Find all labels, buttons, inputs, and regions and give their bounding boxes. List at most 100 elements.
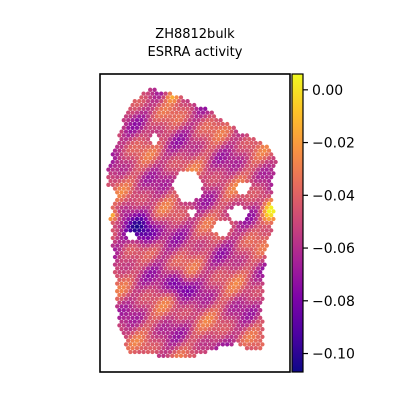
- tissue-spot: [176, 197, 181, 203]
- tissue-spot: [253, 270, 258, 275]
- tissue-spot: [167, 327, 173, 332]
- tissue-spot: [225, 334, 230, 339]
- tissue-spot: [218, 323, 223, 328]
- tissue-spot: [117, 209, 122, 214]
- tissue-spot: [258, 148, 263, 153]
- tissue-spot: [163, 91, 168, 96]
- tissue-spot: [170, 140, 175, 146]
- tissue-spot: [258, 270, 263, 275]
- tissue-spot: [152, 285, 157, 290]
- tissue-spot: [181, 289, 186, 294]
- tissue-spot: [225, 197, 230, 203]
- tissue-spot: [205, 300, 210, 305]
- tissue-spot: [126, 300, 131, 305]
- tissue-spot: [231, 285, 236, 290]
- tissue-spot: [236, 163, 241, 168]
- tissue-spot: [112, 216, 118, 222]
- tissue-spot: [183, 277, 188, 282]
- tissue-spot: [137, 182, 142, 187]
- tissue-spot: [207, 175, 212, 180]
- tissue-spot: [189, 235, 195, 241]
- tissue-spot: [222, 239, 228, 244]
- tissue-spot: [244, 300, 250, 305]
- tissue-spot: [203, 213, 208, 218]
- tissue-spot: [200, 247, 206, 252]
- tissue-spot: [205, 178, 210, 184]
- tissue-spot: [231, 254, 236, 260]
- tissue-spot: [132, 213, 137, 218]
- tissue-spot: [128, 334, 133, 339]
- tissue-spot: [192, 315, 197, 320]
- tissue-spot: [251, 319, 256, 324]
- tissue-spot: [242, 152, 247, 157]
- tissue-spot: [200, 171, 206, 176]
- tissue-spot: [167, 273, 173, 279]
- tissue-spot: [203, 349, 208, 355]
- tissue-spot: [236, 247, 241, 252]
- tissue-spot: [141, 235, 146, 241]
- tissue-spot: [225, 182, 230, 187]
- tissue-spot: [192, 133, 197, 138]
- tissue-spot: [240, 254, 245, 260]
- tissue-spot: [123, 213, 129, 218]
- tissue-spot: [189, 106, 195, 111]
- tissue-spot: [165, 186, 170, 191]
- tissue-spot: [266, 194, 272, 199]
- tissue-spot: [194, 319, 199, 324]
- tissue-spot: [108, 216, 113, 222]
- tissue-spot: [196, 338, 201, 343]
- tissue-spot: [119, 167, 124, 172]
- tissue-spot: [132, 243, 137, 248]
- tissue-spot: [236, 171, 241, 176]
- tissue-spot: [128, 243, 133, 248]
- tissue-spot: [225, 129, 230, 134]
- tissue-spot: [150, 129, 155, 134]
- tissue-spot: [211, 175, 217, 180]
- tissue-spot: [154, 197, 159, 203]
- tissue-spot: [181, 137, 186, 142]
- tissue-spot: [236, 239, 241, 244]
- tissue-spot: [185, 144, 190, 149]
- tissue-spot: [260, 243, 265, 248]
- tissue-spot: [172, 311, 177, 317]
- tissue-spot: [216, 258, 221, 263]
- tissue-spot: [156, 232, 162, 237]
- tissue-spot: [192, 285, 197, 290]
- tissue-spot: [130, 178, 135, 184]
- tissue-spot: [240, 194, 245, 199]
- tissue-spot: [167, 137, 173, 142]
- tissue-spot: [137, 228, 142, 233]
- tissue-spot: [128, 144, 133, 149]
- tissue-spot: [143, 285, 148, 290]
- tissue-spot: [165, 224, 170, 229]
- tissue-spot: [205, 118, 210, 123]
- tissue-spot: [233, 304, 239, 309]
- tissue-spot: [172, 114, 177, 119]
- tissue-spot: [231, 125, 236, 130]
- tissue-spot: [128, 121, 133, 127]
- tissue-spot: [216, 342, 221, 347]
- tissue-spot: [141, 327, 146, 332]
- tissue-spot: [189, 311, 195, 317]
- tissue-spot: [194, 273, 199, 279]
- tissue-spot: [207, 327, 212, 332]
- tissue-spot: [227, 300, 232, 305]
- tissue-spot: [172, 121, 177, 127]
- tissue-spot: [137, 304, 142, 309]
- tissue-spot: [110, 205, 115, 210]
- tissue-spot: [115, 175, 120, 180]
- tissue-spot: [200, 254, 206, 260]
- tissue-spot: [170, 224, 175, 229]
- tissue-spot: [187, 224, 192, 229]
- tissue-spot: [203, 251, 208, 256]
- tissue-spot: [145, 167, 151, 172]
- tissue-spot: [196, 140, 201, 146]
- tissue-spot: [174, 216, 179, 222]
- tissue-spot: [240, 247, 245, 252]
- tissue-spot: [189, 273, 195, 279]
- tissue-spot: [156, 247, 162, 252]
- tissue-spot: [115, 190, 120, 195]
- tissue-spot: [205, 125, 210, 130]
- tissue-spot: [152, 300, 157, 305]
- tissue-spot: [233, 228, 239, 233]
